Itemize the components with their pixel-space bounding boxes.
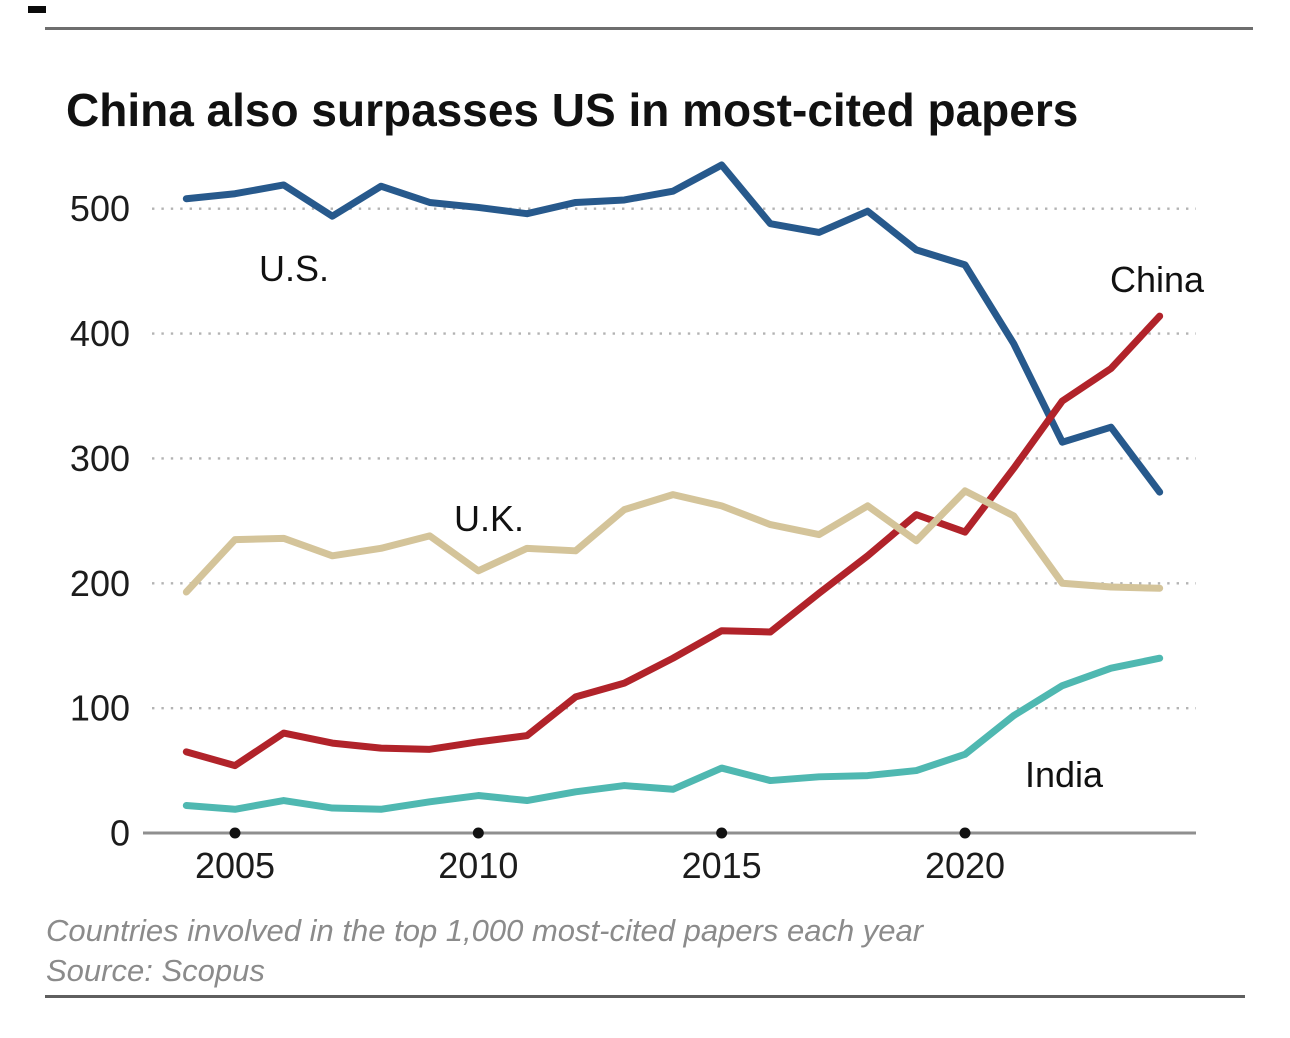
y-tick-label-0: 0 — [110, 813, 130, 854]
series-label-uk: U.K. — [454, 498, 524, 539]
x-tick-label-2015: 2015 — [682, 845, 762, 886]
corner-dash — [28, 6, 46, 13]
bottom-divider — [45, 995, 1245, 998]
series-line-china — [182, 312, 1164, 770]
x-tick-dot-2005 — [229, 827, 241, 839]
x-tick-label-2020: 2020 — [925, 845, 1005, 886]
x-tick-dot-2015 — [716, 827, 728, 839]
series-label-china: China — [1110, 259, 1205, 300]
x-tick-dot-2010 — [472, 827, 484, 839]
y-tick-label-100: 100 — [70, 688, 130, 729]
x-tick-dot-2020 — [959, 827, 971, 839]
series-line-us — [182, 161, 1164, 496]
x-tick-label-2005: 2005 — [195, 845, 275, 886]
y-tick-label-200: 200 — [70, 563, 130, 604]
chart-footnote: Countries involved in the top 1,000 most… — [46, 913, 924, 948]
series-label-india: India — [1025, 754, 1104, 795]
y-tick-label-400: 400 — [70, 313, 130, 354]
series-label-us: U.S. — [259, 248, 329, 289]
chart-source: Source: Scopus — [46, 953, 265, 988]
chart-title: China also surpasses US in most-cited pa… — [66, 83, 1079, 136]
y-tick-label-300: 300 — [70, 438, 130, 479]
top-divider — [45, 27, 1253, 30]
y-tick-label-500: 500 — [70, 188, 130, 229]
series-line-uk — [182, 487, 1164, 596]
x-tick-label-2010: 2010 — [438, 845, 518, 886]
series-line-india — [182, 654, 1164, 813]
